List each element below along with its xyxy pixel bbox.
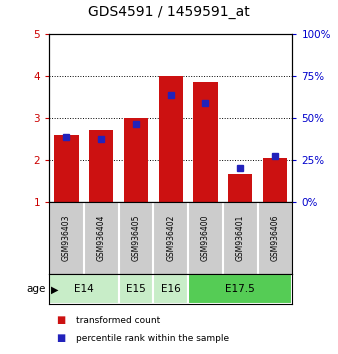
Bar: [263, 158, 287, 202]
Text: GSM936402: GSM936402: [166, 215, 175, 261]
Bar: [193, 82, 218, 202]
Text: GSM936401: GSM936401: [236, 215, 245, 261]
Bar: [49, 274, 119, 304]
Text: ■: ■: [56, 333, 65, 343]
Text: ■: ■: [56, 315, 65, 325]
Bar: [89, 130, 113, 202]
Text: E16: E16: [161, 284, 180, 295]
Text: GSM936404: GSM936404: [97, 215, 106, 261]
Text: transformed count: transformed count: [76, 316, 160, 325]
Bar: [153, 274, 188, 304]
Text: ▶: ▶: [51, 284, 58, 295]
Text: GSM936406: GSM936406: [270, 215, 280, 261]
Text: percentile rank within the sample: percentile rank within the sample: [76, 333, 229, 343]
Text: E17.5: E17.5: [225, 284, 255, 295]
Text: GSM936405: GSM936405: [131, 215, 140, 261]
Text: GSM936403: GSM936403: [62, 215, 71, 261]
Bar: [124, 118, 148, 202]
Bar: [159, 76, 183, 202]
Text: age: age: [26, 284, 46, 295]
Text: E15: E15: [126, 284, 146, 295]
Bar: [54, 135, 78, 202]
Text: GDS4591 / 1459591_at: GDS4591 / 1459591_at: [88, 5, 250, 19]
Text: GSM936400: GSM936400: [201, 215, 210, 261]
Bar: [228, 175, 252, 202]
Bar: [188, 274, 292, 304]
Bar: [119, 274, 153, 304]
Text: E14: E14: [74, 284, 94, 295]
